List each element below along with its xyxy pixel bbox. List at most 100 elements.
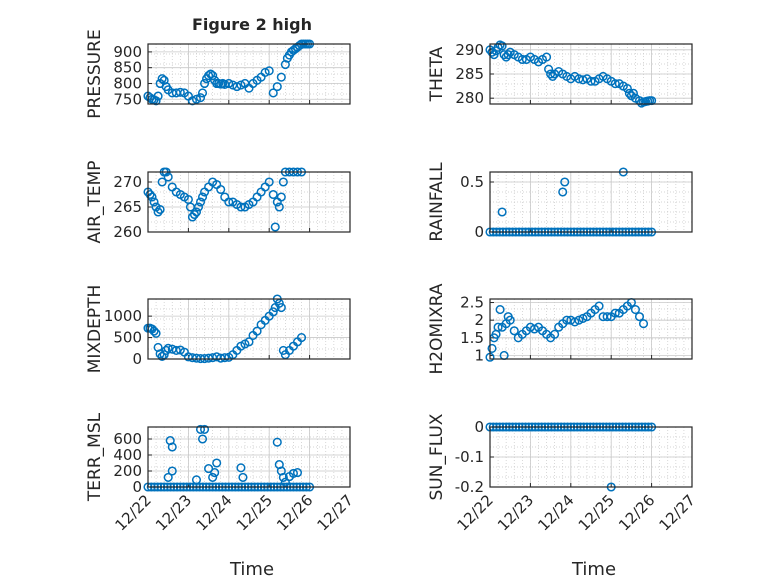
data-point [224, 78, 234, 89]
data-point [151, 328, 161, 338]
y-tick-label: 285 [455, 65, 484, 83]
data-point [238, 472, 248, 482]
data-point [224, 197, 234, 207]
x-tick-label: 12/22 [112, 491, 155, 534]
data-point [193, 202, 204, 212]
y-tick-label: 0 [132, 478, 142, 496]
x-tick-label: 12/25 [575, 491, 618, 534]
data-point [236, 463, 246, 473]
data-point [495, 305, 505, 315]
data-point [493, 322, 503, 332]
y-axis-label: TERR_MSL [85, 412, 105, 502]
x-axis-label-right: Time [571, 559, 616, 580]
axes-box [489, 298, 693, 360]
data-point [278, 345, 288, 355]
data-point [187, 96, 197, 106]
data-point [276, 192, 286, 202]
y-tick-label: 400 [113, 446, 142, 464]
data-point [236, 202, 246, 212]
x-tick-label: 12/24 [192, 491, 235, 534]
data-point [270, 222, 280, 232]
data-point [505, 315, 515, 325]
x-tick-label: 12/26 [615, 491, 658, 534]
subplot-air_temp: 260 265 270 AIR_TEMP [85, 161, 351, 244]
subplot-h2omixra: 11.522.5 H2OMIXRA [427, 283, 693, 375]
data-point [200, 424, 210, 434]
y-tick-label: 0 [474, 418, 484, 436]
data-point [292, 468, 303, 478]
y-axis-label: AIR_TEMP [85, 161, 105, 244]
axes-box [147, 43, 351, 105]
y-tick-label: -0.1 [455, 448, 484, 466]
y-tick-label: 2 [474, 311, 484, 329]
y-tick-label: 280 [455, 89, 484, 107]
data-point [197, 434, 208, 444]
data-point [157, 177, 167, 187]
data-point [610, 308, 620, 318]
data-point [560, 177, 570, 187]
axes-box [489, 171, 693, 233]
data-point [517, 54, 527, 65]
data-point [161, 345, 171, 355]
y-axis-label: RAINFALL [427, 162, 447, 242]
data-point [586, 76, 596, 86]
data-point [550, 329, 560, 339]
data-point [244, 337, 254, 347]
x-tick-label: 12/27 [656, 491, 699, 534]
data-point [191, 94, 202, 104]
series-pressure [143, 39, 315, 106]
data-point [200, 78, 210, 89]
y-tick-label: 200 [113, 462, 142, 480]
data-point [274, 202, 284, 212]
data-point [145, 189, 155, 200]
data-point [503, 50, 513, 60]
y-tick-label: 600 [113, 430, 142, 448]
data-point [206, 69, 216, 79]
x-tick-label: 12/24 [534, 491, 577, 534]
data-point [155, 204, 165, 215]
data-point [153, 207, 163, 217]
y-tick-label: 500 [113, 329, 142, 347]
data-point [622, 83, 632, 94]
x-tick-label: 12/23 [152, 491, 195, 534]
data-point [276, 72, 286, 82]
data-point [278, 177, 288, 187]
data-point [260, 67, 270, 77]
data-point [236, 80, 246, 90]
data-point [191, 475, 202, 485]
axes-box [147, 298, 351, 360]
data-point [602, 312, 612, 322]
data-point [163, 343, 173, 353]
y-tick-label: 0 [474, 223, 484, 241]
y-tick-label: 850 [113, 59, 142, 77]
data-point [278, 472, 288, 482]
data-point [167, 466, 177, 476]
axes-box [489, 426, 693, 488]
data-point [212, 458, 222, 468]
x-axis-label-left: Time [229, 559, 274, 580]
series-h2omixra [485, 297, 649, 362]
x-tick-label: 12/27 [314, 491, 357, 534]
series-theta [485, 40, 657, 108]
data-point [558, 187, 568, 197]
data-point [268, 189, 278, 200]
data-point [562, 315, 572, 325]
data-point [189, 209, 200, 220]
axes-box [147, 426, 351, 488]
y-tick-label: 1.5 [460, 329, 484, 347]
x-tick-label: 12/26 [273, 491, 316, 534]
data-point [157, 74, 167, 84]
data-point [197, 88, 208, 98]
subplot-terr_msl: 0200400600TERR_MSL12/2212/2312/2412/2512… [85, 412, 357, 534]
data-point [175, 87, 185, 97]
data-point [157, 351, 167, 361]
subplot-sun_flux: -0.2-0.10SUN_FLUX12/2212/2312/2412/2512/… [427, 413, 699, 534]
data-point [220, 353, 230, 363]
x-tick-label: 12/25 [233, 491, 276, 534]
data-point [264, 177, 274, 187]
data-point [542, 52, 552, 62]
data-point [294, 41, 305, 51]
data-point [195, 93, 206, 103]
data-point [149, 326, 159, 336]
data-point [272, 82, 282, 92]
